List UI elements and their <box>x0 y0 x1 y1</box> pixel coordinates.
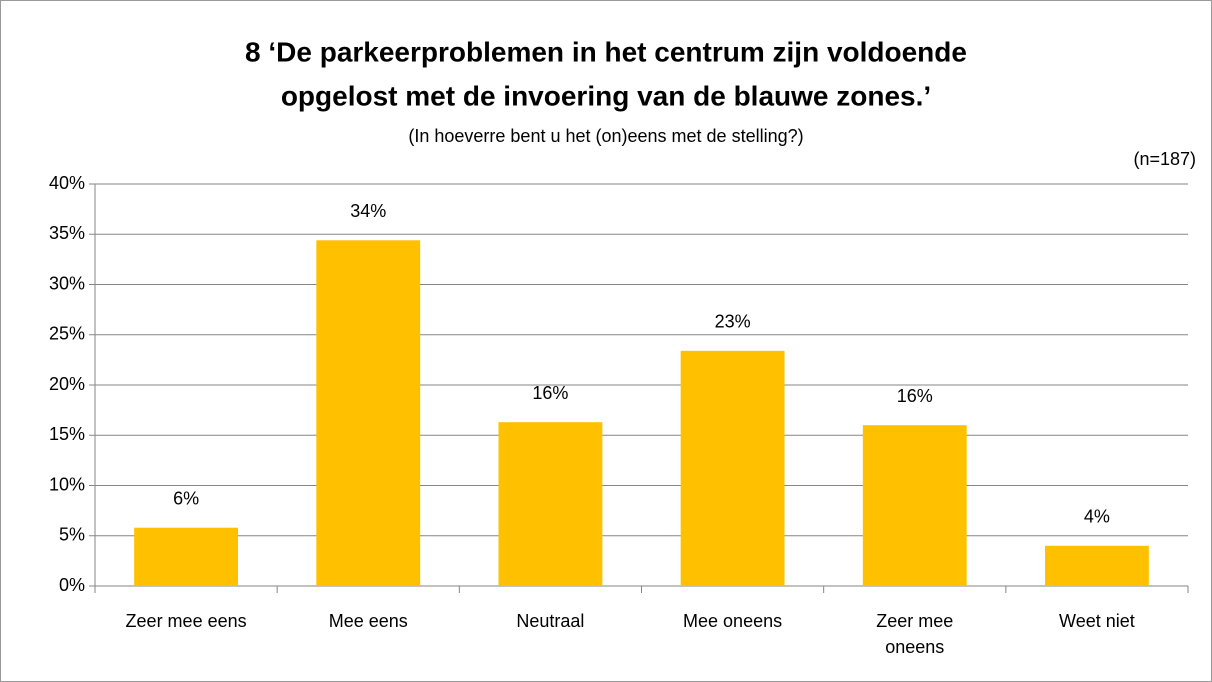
x-tick-label: Weet niet <box>1059 611 1135 631</box>
chart-subtitle: (In hoeverre bent u het (on)eens met de … <box>408 126 803 146</box>
y-tick-label: 35% <box>49 223 85 243</box>
x-tick-label: Mee oneens <box>683 611 783 631</box>
data-label: 23% <box>715 312 751 332</box>
y-tick-label: 5% <box>59 525 85 545</box>
y-tick-label: 30% <box>49 273 85 293</box>
bar <box>134 527 239 586</box>
bar <box>316 240 421 586</box>
x-tick-label: Zeer mee eens <box>125 611 247 631</box>
data-label: 16% <box>897 386 933 406</box>
y-tick-label: 25% <box>49 324 85 344</box>
data-label: 16% <box>532 383 568 403</box>
bar <box>1044 545 1149 586</box>
y-tick-label: 20% <box>49 374 85 394</box>
bar <box>862 425 967 586</box>
chart-title: 8 ‘De parkeerproblemen in het centrum zi… <box>245 36 967 67</box>
chart-title: opgelost met de invoering van de blauwe … <box>281 80 931 111</box>
x-tick-label: Neutraal <box>516 611 585 631</box>
x-tick-label: Mee eens <box>328 611 408 631</box>
y-tick-label: 15% <box>49 424 85 444</box>
sample-size: (n=187) <box>1133 149 1196 169</box>
data-label: 6% <box>173 488 199 508</box>
bar <box>498 422 603 586</box>
y-tick-label: 40% <box>49 173 85 193</box>
data-label: 4% <box>1084 507 1110 527</box>
y-tick-label: 10% <box>49 474 85 494</box>
x-tick-label: Zeer mee oneens <box>876 611 954 657</box>
bar <box>680 350 785 586</box>
data-label: 34% <box>350 201 386 221</box>
y-tick-label: 0% <box>59 575 85 595</box>
